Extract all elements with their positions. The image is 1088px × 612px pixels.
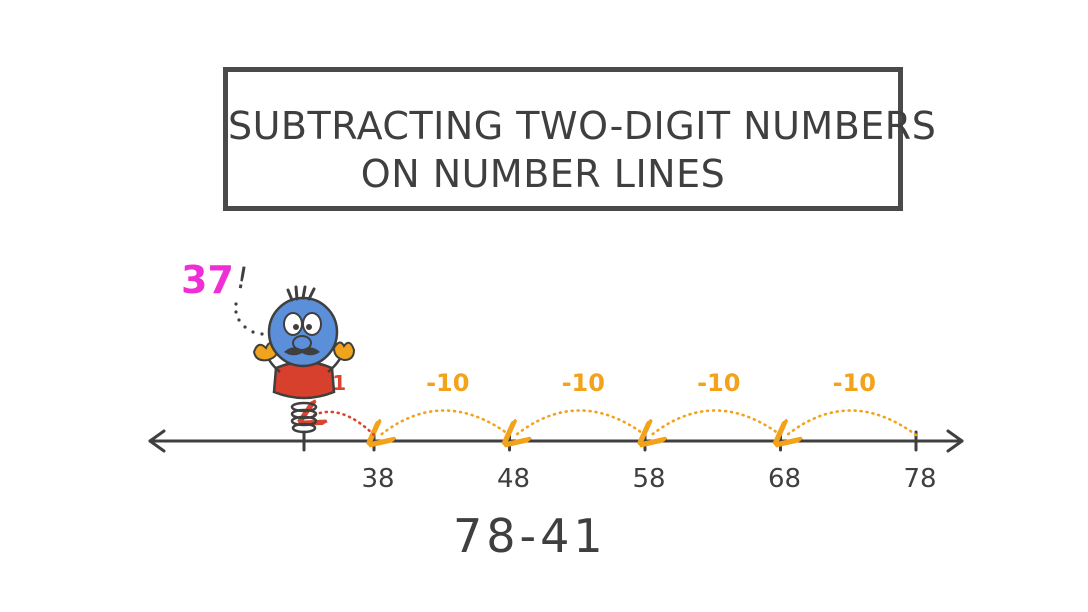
jump-arc-58-to-48 [514,409,647,437]
tick-label-78: 78 [903,464,936,494]
jump-label-48-to-38: -10 [426,369,469,397]
character-right-eye [302,312,322,336]
number-line-axis [148,429,964,453]
tick-label-68: 68 [768,464,801,494]
thought-dots [234,302,264,336]
tick-label-38: 38 [361,464,394,494]
tick-label-58: 58 [632,464,665,494]
character-spring [290,401,318,434]
character-head [267,296,339,368]
character-shirt [272,360,336,400]
title-box: SUBTRACTING TWO-DIGIT NUMBERS ON NUMBER … [223,67,937,211]
answer-exclamation: ! [233,261,251,298]
character-right-hand [332,341,356,362]
jump-arc-78-to-68 [785,409,918,437]
title-line-1: SUBTRACTING TWO-DIGIT NUMBERS [228,104,937,148]
jumps-layer: -10-10-10-10-1 [310,369,918,437]
jump-label-58-to-48: -10 [562,369,605,397]
tick-label-48: 48 [497,464,530,494]
answer-value: 37 [181,258,234,302]
jump-arc-48-to-38 [378,409,511,437]
spring-character [234,285,356,434]
right-arrowhead [946,429,964,453]
jump-arc-38-to-37 [310,412,376,437]
left-arrowhead [148,429,166,453]
character-mustache [284,347,320,356]
character-hair [286,285,316,302]
jump-label-68-to-58: -10 [697,369,740,397]
character-left-eye [283,312,303,336]
title-line-2: ON NUMBER LINES [360,152,726,196]
subtraction-expression: 78-41 [453,509,607,563]
jump-arc-68-to-58 [649,409,782,437]
jump-label-78-to-68: -10 [833,369,876,397]
